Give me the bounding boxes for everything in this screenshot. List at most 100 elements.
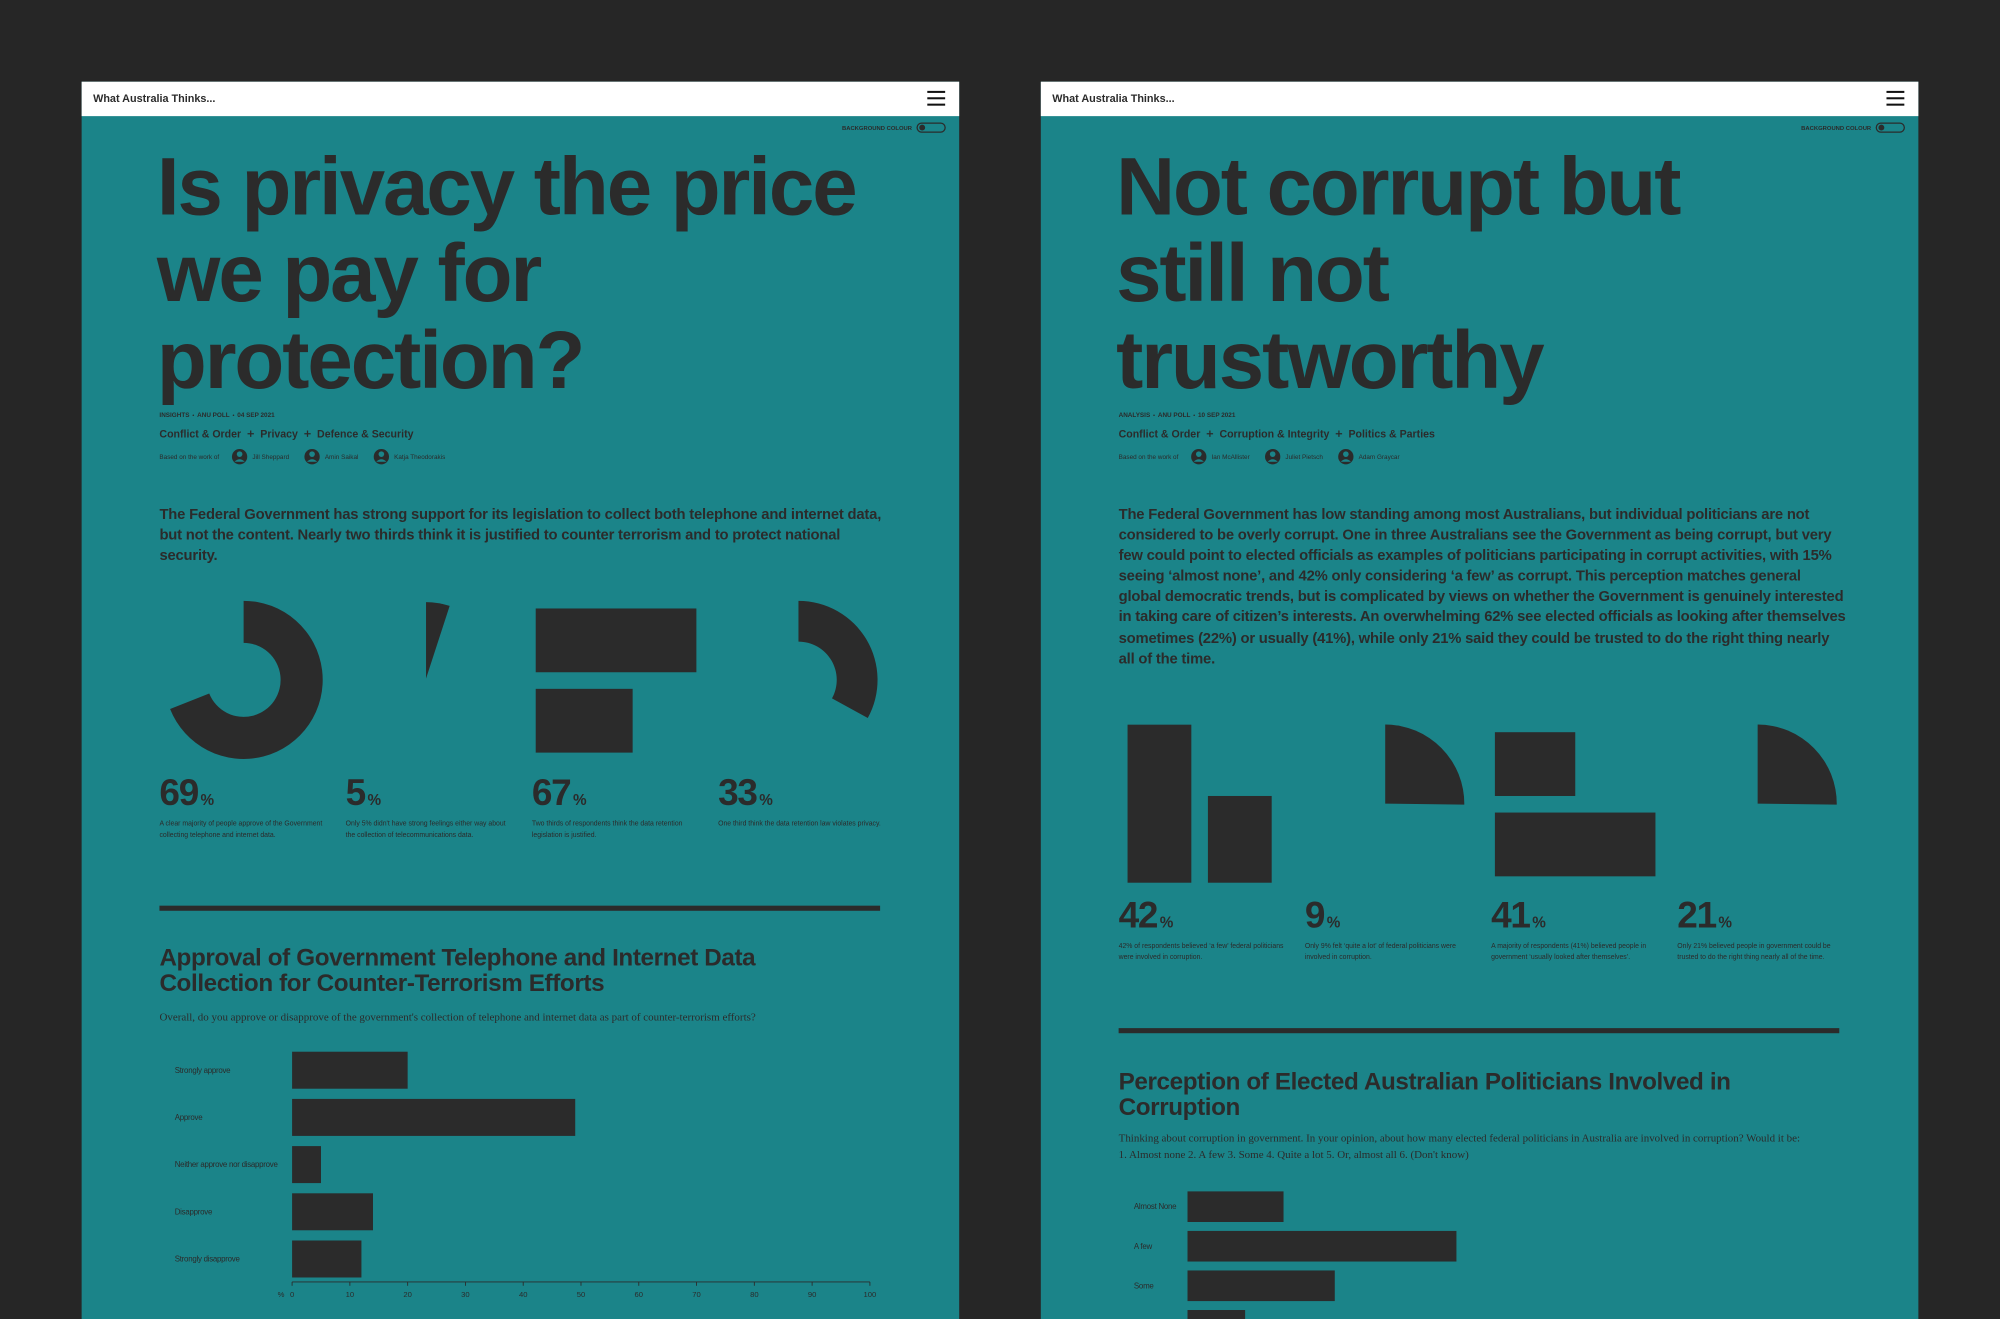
section-divider [159,905,881,911]
x-tick-label: 20 [403,1290,412,1299]
topic-tag[interactable]: Corruption & Integrity [1219,429,1329,441]
topic-tag[interactable]: Privacy [260,429,298,441]
author-name[interactable]: Juliet Pietsch [1285,454,1323,461]
x-tick-label: 70 [692,1290,701,1299]
page-background [1040,81,1919,1319]
article-title: we pay for [156,228,542,319]
chart-question: Thinking about corruption in government.… [1118,1131,1801,1161]
author-avatar-head [1195,451,1202,457]
stat-number: 42 [1119,894,1158,935]
meta-item: ANU POLL [1158,412,1191,419]
stat-description-box: 42% of respondents believed ‘a few’ fede… [1118,942,1284,962]
topic-tag[interactable]: Conflict & Order [1119,429,1201,441]
chart-title-box: Perception of Elected Australian Politic… [1119,1070,1731,1120]
stat-description: Only 9% felt ‘quite a lot’ of federal po… [1304,942,1456,962]
bar-label: Approve [175,1113,203,1122]
authors-label: Based on the work of [159,454,219,461]
article-page: What Australia Thinks... BACKGROUND COLOU… [1040,81,1919,1319]
stat-description: Only 21% believed people in government c… [1677,942,1831,962]
author-name[interactable]: Adam Graycar [1359,454,1401,461]
x-tick-label: 30 [461,1290,470,1299]
toggle-knob [919,124,926,131]
bar-label: Strongly approve [175,1066,231,1075]
menu-icon-line [927,97,946,100]
author-avatar-body [1193,459,1204,462]
toggle-switch[interactable] [916,122,946,133]
stat-description-box: Only 5% didn't have strong feelings eith… [345,820,506,840]
stat-number: 9 [1305,894,1325,935]
toggle-label: BACKGROUND COLOUR [1801,126,1872,132]
stat-graphic [798,600,878,719]
toggle-knob [1878,124,1885,131]
stat-description: Only 5% didn't have strong feelings eith… [345,820,506,840]
menu-icon-line [1886,103,1905,106]
meta-item: ANU POLL [197,412,230,419]
chart-title-box: Approval of Government Telephone and Int… [159,946,756,998]
x-tick-label: 90 [808,1290,817,1299]
menu-icon-line [927,90,946,93]
author-avatar-body [234,459,245,462]
stat-graphic [1494,812,1656,877]
bar [1187,1230,1457,1262]
toggle-label: BACKGROUND COLOUR [842,126,913,132]
stat-description: A majority of respondents (41%) believed… [1491,942,1647,962]
lead-paragraph: The Federal Government has strong suppor… [159,506,882,565]
author-name[interactable]: Ian McAllister [1212,454,1251,461]
x-tick-label: 50 [577,1290,586,1299]
lead-paragraph-box: The Federal Government has strong suppor… [159,506,882,565]
stat-description-box: Two thirds of respondents think the data… [531,820,683,840]
stat-graphic [1385,724,1465,805]
chart-question: Overall, do you approve or disapprove of… [159,1010,756,1024]
bar-label: A few [1134,1242,1153,1251]
stat-number: 67 [532,772,571,813]
author-avatar-head [1343,451,1349,457]
x-axis-label: % [278,1290,285,1299]
stat-description-box: Only 9% felt ‘quite a lot’ of federal po… [1304,942,1456,962]
stat-description: 42% of respondents believed ‘a few’ fede… [1118,942,1284,962]
stat-unit: % [573,792,587,809]
tag-separator [1206,430,1214,437]
article-title: Not corrupt but [1116,141,1681,232]
stat-unit: % [1718,914,1732,931]
author-name[interactable]: Katja Theodorakis [394,454,445,461]
stat-graphic [535,608,697,673]
toggle-switch[interactable] [1875,122,1905,133]
meta-item: INSIGHTS [159,412,189,419]
topic-tag[interactable]: Politics & Parties [1348,429,1435,441]
article-title: protection? [157,315,583,406]
menu-icon-line [927,103,946,106]
stat-unit: % [1327,914,1341,931]
brand[interactable]: What Australia Thinks... [1052,93,1174,105]
author-avatar-body [1340,459,1351,462]
author-avatar-body [306,459,318,462]
tag-separator [247,430,254,437]
author-avatar-head [309,451,315,457]
author-name[interactable]: Jill Sheppard [252,454,289,461]
stat-unit: % [1532,914,1546,931]
x-tick-label: 80 [750,1290,759,1299]
bar-label: Disapprove [175,1207,213,1216]
lead-paragraph-box: The Federal Government has low standing … [1118,506,1846,667]
topic-tag[interactable]: Defence & Security [317,429,414,441]
menu-icon-line [1886,90,1905,93]
chart-question-box: Thinking about corruption in government.… [1118,1131,1801,1161]
chart-title: Approval of Government Telephone and Int… [159,946,756,998]
stat-description-box: Only 21% believed people in government c… [1677,942,1831,962]
stat-unit: % [201,792,215,809]
bar-label: Strongly disapprove [175,1255,241,1264]
meta-item: 04 SEP 2021 [237,412,275,419]
meta-item: 10 SEP 2021 [1198,412,1236,419]
stat-number: 69 [159,772,198,813]
topic-tag[interactable]: Conflict & Order [159,429,241,441]
lead-paragraph: The Federal Government has low standing … [1118,506,1846,667]
author-avatar-head [1269,451,1276,457]
stat-graphic-decor [1207,795,1272,883]
brand[interactable]: What Australia Thinks... [93,93,215,105]
bar [1187,1310,1246,1319]
x-tick-label: 60 [635,1290,644,1299]
author-name[interactable]: Amin Saikal [325,454,359,461]
x-tick-label: 10 [346,1290,355,1299]
stat-description: Two thirds of respondents think the data… [531,820,683,840]
chart-question-box: Overall, do you approve or disapprove of… [159,1010,756,1024]
